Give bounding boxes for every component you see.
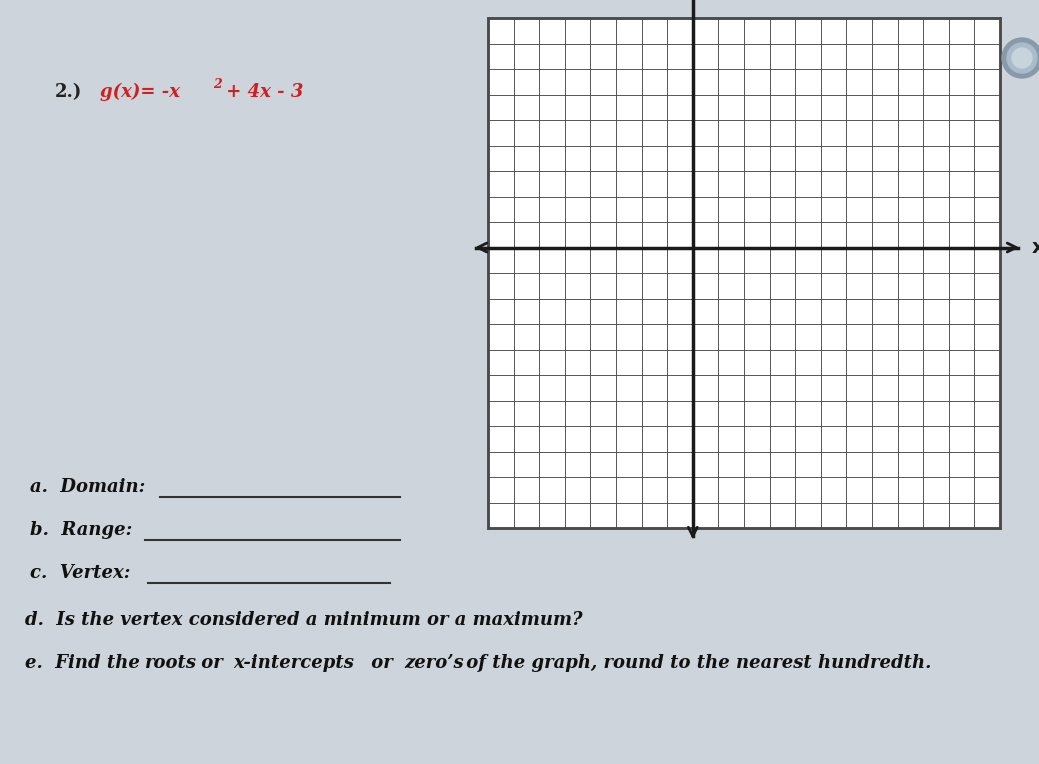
Circle shape bbox=[1007, 43, 1037, 73]
Text: roots: roots bbox=[145, 654, 197, 672]
Text: or: or bbox=[365, 654, 399, 672]
Text: d.  Is the vertex considered a minimum or a maximum?: d. Is the vertex considered a minimum or… bbox=[25, 611, 583, 629]
Text: of the graph, round to the nearest hundredth.: of the graph, round to the nearest hundr… bbox=[460, 654, 931, 672]
Text: x-intercepts: x-intercepts bbox=[233, 654, 354, 672]
Text: 2.): 2.) bbox=[55, 83, 82, 101]
Text: a.  Domain:: a. Domain: bbox=[30, 478, 145, 496]
Text: e.  Find the: e. Find the bbox=[25, 654, 146, 672]
Text: or: or bbox=[195, 654, 229, 672]
Text: zero’s: zero’s bbox=[404, 654, 463, 672]
Circle shape bbox=[1012, 48, 1032, 68]
Text: b.  Range:: b. Range: bbox=[30, 521, 132, 539]
Text: 2: 2 bbox=[213, 79, 221, 92]
Circle shape bbox=[1002, 38, 1039, 78]
Text: + 4x - 3: + 4x - 3 bbox=[220, 83, 303, 101]
Bar bbox=[488, 18, 1000, 528]
Text: g(x)= -x: g(x)= -x bbox=[100, 83, 180, 101]
Text: c.  Vertex:: c. Vertex: bbox=[30, 564, 130, 582]
Text: x: x bbox=[1032, 238, 1039, 257]
